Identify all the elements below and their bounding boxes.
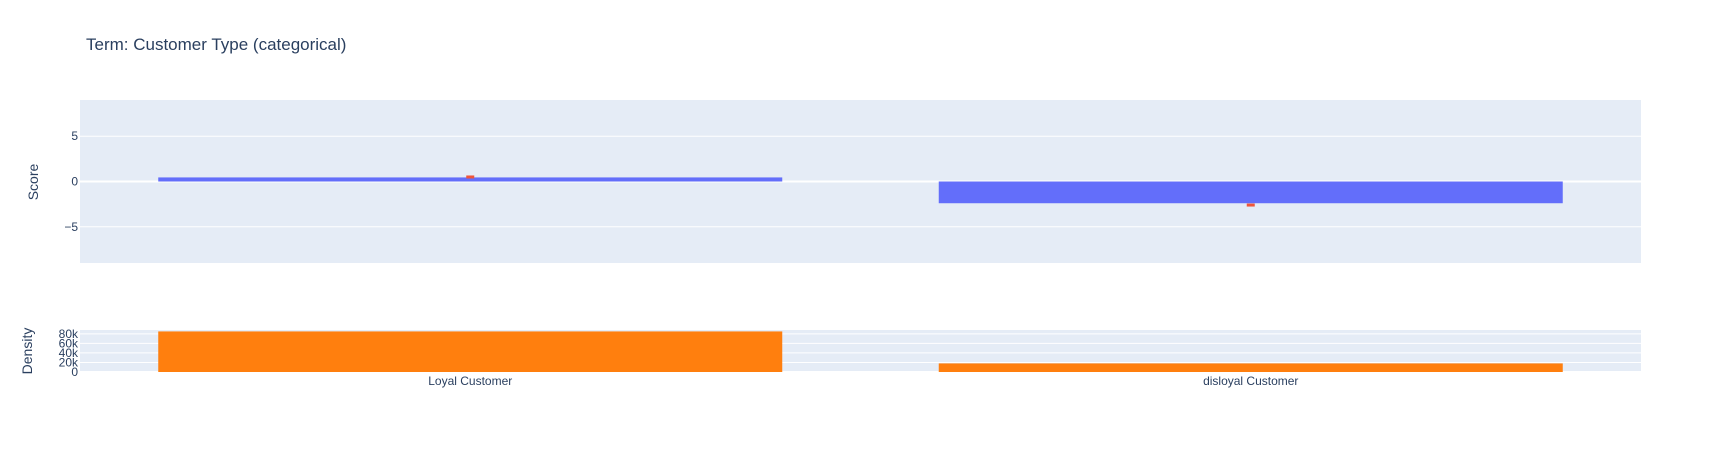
bar-disloyal-customer[interactable] <box>938 181 1563 204</box>
y-tick-label: 80k <box>59 327 79 341</box>
y-tick-label: 40k <box>59 346 79 360</box>
error-marker <box>466 175 475 179</box>
density-axis-title: Density <box>19 328 35 375</box>
bar-disloyal-customer[interactable] <box>938 363 1563 372</box>
x-tick-label: Loyal Customer <box>428 374 512 388</box>
y-tick-label: 0 <box>71 175 78 189</box>
score-panel: 5 0 −5 <box>64 100 1641 263</box>
error-marker <box>1246 203 1255 207</box>
bar-loyal-customer[interactable] <box>158 177 783 182</box>
x-tick-label: disloyal Customer <box>1203 374 1298 388</box>
y-tick-label: −5 <box>64 220 78 234</box>
y-tick-label: 60k <box>59 336 79 350</box>
score-axis-title: Score <box>25 164 41 201</box>
y-tick-label: 5 <box>71 129 78 143</box>
y-tick-label: 0 <box>71 365 78 379</box>
bar-loyal-customer[interactable] <box>158 331 783 372</box>
y-tick-label: 20k <box>59 355 79 369</box>
chart-title: Term: Customer Type (categorical) <box>86 35 346 54</box>
